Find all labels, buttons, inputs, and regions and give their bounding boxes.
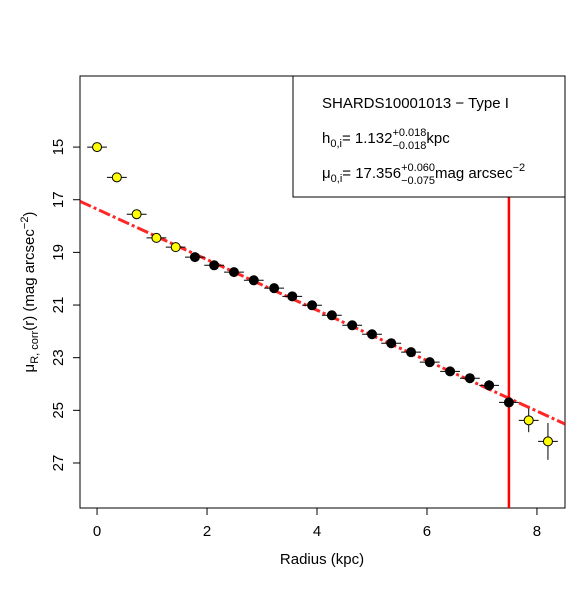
annotation-title: SHARDS10001013 − Type I: [322, 95, 509, 112]
y-tick-label: 17: [50, 191, 67, 208]
y-tick-label: 23: [50, 349, 67, 366]
annotation-plus: +0.060: [401, 162, 435, 174]
annotation-sub: 0,i: [331, 173, 343, 185]
data-point: [228, 267, 239, 278]
annotation-unit: kpc: [426, 130, 450, 147]
data-point: [151, 232, 162, 243]
annotation-sub: 0,i: [330, 138, 342, 150]
data-point: [269, 283, 280, 294]
data-point: [287, 291, 298, 302]
y-axis-label: μR, corr(r) (mag arcsec−2): [19, 212, 41, 373]
data-point: [406, 347, 417, 358]
annotation-box: [292, 75, 566, 198]
x-tick-label: 2: [203, 523, 211, 540]
x-tick-label: 6: [423, 523, 431, 540]
annotation-unit-sup: −2: [513, 162, 526, 174]
data-point: [386, 338, 397, 349]
data-point: [503, 397, 514, 408]
x-tick-label: 0: [93, 523, 101, 540]
y-tick-label: 27: [50, 455, 67, 472]
data-point: [248, 275, 259, 286]
data-point: [111, 172, 122, 183]
annotation-symbol: h: [322, 130, 330, 147]
data-point: [307, 300, 318, 311]
y-label-sub: R, corr: [29, 330, 41, 363]
data-point: [523, 415, 534, 426]
annotation-minus: −0.075: [401, 175, 435, 187]
annotation-unit: mag arcsec: [435, 165, 513, 182]
y-tick-label: 25: [50, 402, 67, 419]
data-point: [347, 320, 358, 331]
x-axis-label: Radius (kpc): [280, 551, 364, 568]
y-tick-label: 19: [50, 244, 67, 261]
plot-area: [80, 76, 565, 508]
annotation-plus: +0.018: [392, 127, 426, 139]
data-point: [424, 357, 435, 368]
data-point: [366, 329, 377, 340]
y-tick-label: 15: [50, 139, 67, 156]
data-point: [209, 260, 220, 271]
data-point: [445, 366, 456, 377]
x-tick-label: 4: [313, 523, 321, 540]
data-point: [542, 436, 553, 447]
data-point: [326, 310, 337, 321]
y-tick-label: 21: [50, 297, 67, 314]
data-point: [170, 242, 181, 253]
annotation-symbol: μ: [322, 165, 331, 182]
y-label-close: ): [21, 212, 38, 217]
data-point: [92, 142, 103, 153]
annotation-minus: −0.018: [392, 140, 426, 152]
data-point: [484, 380, 495, 391]
y-label-sup: −2: [19, 217, 31, 230]
annotation-value: = 17.356: [342, 165, 401, 182]
data-point: [464, 373, 475, 384]
y-label-symbol: μ: [21, 364, 38, 373]
data-point: [131, 209, 142, 220]
data-point: [189, 252, 200, 263]
y-label-text: (r) (mag arcsec: [21, 229, 38, 331]
x-tick-label: 8: [533, 523, 541, 540]
annotation-value: = 1.132: [342, 130, 392, 147]
